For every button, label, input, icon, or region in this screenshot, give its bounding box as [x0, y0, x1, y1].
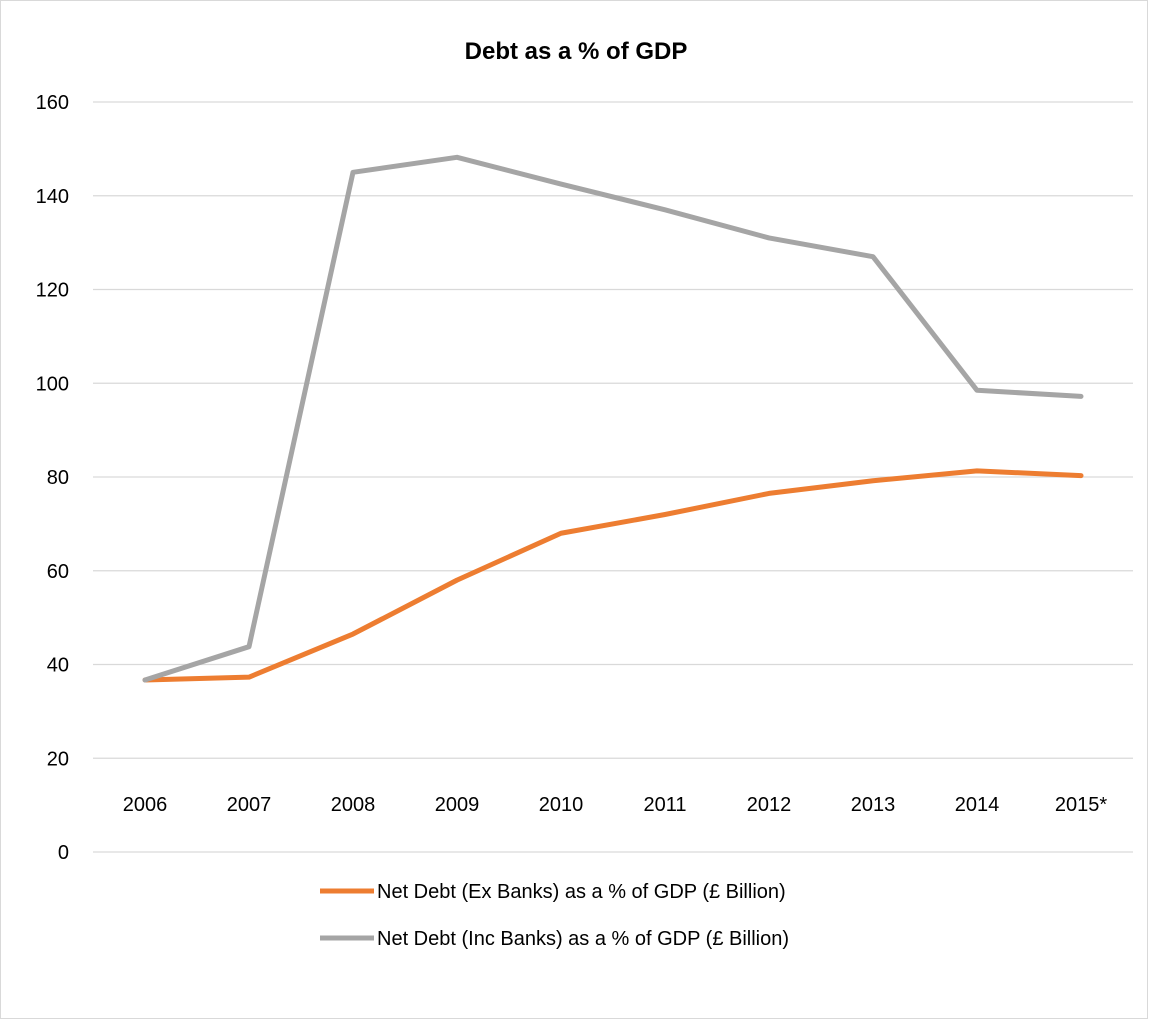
legend-item: Net Debt (Inc Banks) as a % of GDP (£ Bi… [320, 928, 789, 950]
x-tick-label: 2008 [331, 794, 376, 816]
x-axis-ticks: 2006 2007 2008 2009 2010 2011 2012 2013 2014 2015… [123, 794, 1108, 816]
y-tick-label: 0 [58, 842, 69, 864]
x-tick-label: 2014 [955, 794, 1000, 816]
chart-title: Debt as a % of GDP [465, 38, 688, 65]
x-tick-label: 2013 [851, 794, 896, 816]
legend-item: Net Debt (Ex Banks) as a % of GDP (£ Bil… [320, 881, 786, 903]
y-axis-ticks: 0 20 40 60 80 100 120 140 160 [36, 92, 69, 864]
x-tick-label: 2012 [747, 794, 792, 816]
x-tick-label: 2015* [1055, 794, 1107, 816]
y-tick-label: 20 [47, 748, 69, 770]
legend: Net Debt (Ex Banks) as a % of GDP (£ Bil… [320, 881, 789, 950]
series-inc-banks [145, 157, 1081, 680]
legend-label: Net Debt (Ex Banks) as a % of GDP (£ Bil… [377, 881, 786, 903]
y-tick-label: 40 [47, 655, 69, 677]
y-tick-label: 100 [36, 373, 69, 395]
y-tick-label: 60 [47, 561, 69, 583]
series-ex-banks [145, 471, 1081, 680]
y-tick-label: 120 [36, 280, 69, 302]
y-tick-label: 140 [36, 186, 69, 208]
x-tick-label: 2011 [643, 794, 686, 816]
series-line [145, 157, 1081, 680]
series-lines [145, 157, 1081, 680]
x-tick-label: 2006 [123, 794, 168, 816]
y-tick-label: 160 [36, 92, 69, 114]
series-line [145, 471, 1081, 680]
gridlines [93, 102, 1133, 852]
legend-label: Net Debt (Inc Banks) as a % of GDP (£ Bi… [377, 928, 789, 950]
y-tick-label: 80 [47, 467, 69, 489]
x-tick-label: 2010 [539, 794, 584, 816]
x-tick-label: 2009 [435, 794, 480, 816]
x-tick-label: 2007 [227, 794, 272, 816]
